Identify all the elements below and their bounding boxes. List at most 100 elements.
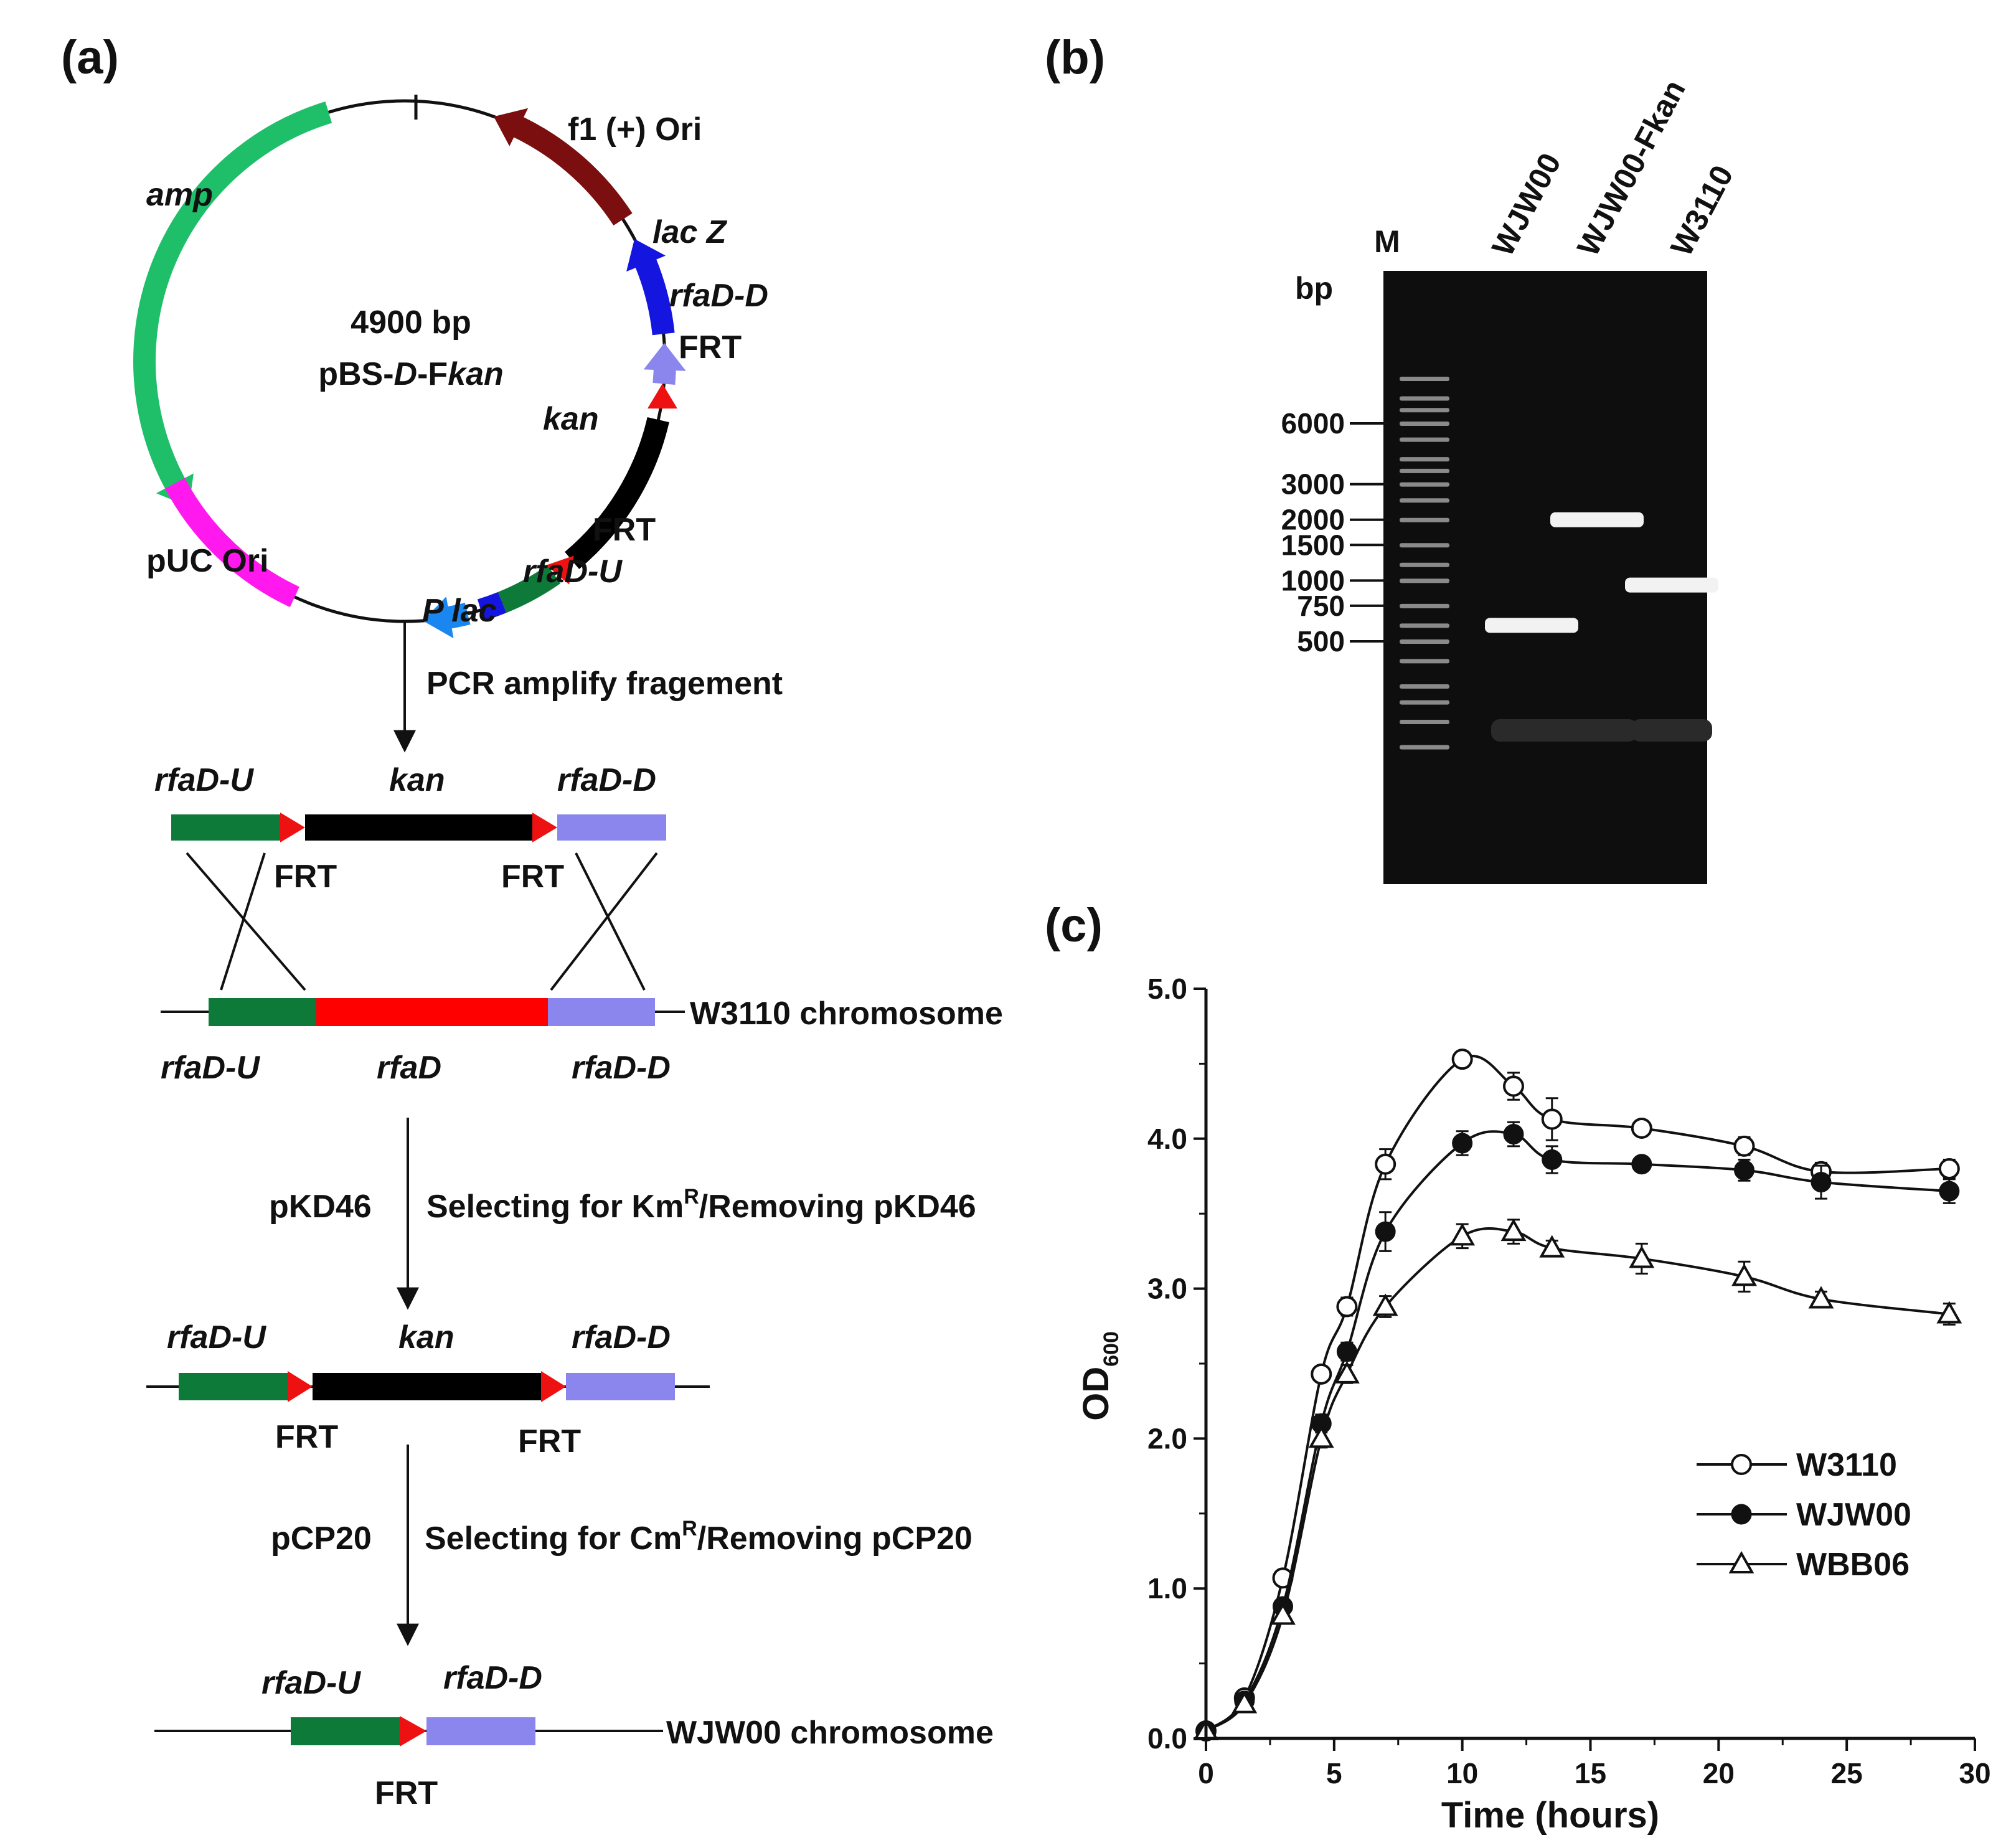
data-point [1631,1117,1652,1139]
gel-ladder-band [1400,623,1449,628]
intermediate-label-u: rfaD-U [167,1319,266,1355]
legend-marker [1731,1454,1752,1475]
step-pcr-label: PCR amplify fragement [426,666,783,702]
gel-marker-label: 1500 [1281,529,1345,561]
gel-marker-label: 2000 [1281,504,1345,536]
plasmid-name: pBS-D-Fkan [318,356,504,392]
data-point [1811,1172,1832,1193]
gel-ladder-band [1400,720,1449,725]
crossover-lines [186,852,658,991]
panel-label-c: (c) [1045,899,1103,952]
final-label-u: rfaD-U [261,1665,361,1701]
data-point [1336,1296,1358,1318]
gel-band [1625,577,1718,593]
gel-band [1485,618,1578,633]
frt-top-marker [647,384,677,409]
data-point [1808,1286,1834,1309]
data-point [1733,1135,1755,1157]
final-frt [400,1716,426,1747]
data-point [1938,1157,1960,1179]
final-rfad-d [426,1717,535,1745]
plasmid-size: 4900 bp [351,304,471,341]
intermediate-label-kan: kan [398,1319,454,1355]
gel-ladder-band [1400,578,1449,583]
intermediate-label-d: rfaD-D [572,1319,671,1355]
data-point [1503,1075,1524,1097]
data-point [1629,1245,1655,1268]
x-tick-label: 20 [1703,1757,1735,1789]
gel-ladder-band [1400,482,1449,487]
gel-ladder-band [1400,408,1449,413]
rfad-d-plasmid-arrowhead [643,342,686,371]
chromosome-label-rfad: rfaD [377,1050,441,1086]
plac-promoter-arrowhead [423,596,454,639]
f1-ori [506,113,633,226]
chromosome-rfad [316,998,548,1026]
intermediate-frt2-label: FRT [518,1423,581,1459]
data-point [1500,1219,1527,1242]
gel-ladder-band [1400,684,1449,689]
rfad-u-plasmid [497,565,561,613]
rfad-u-plasmid-tip [477,592,507,621]
gel-ladder-band [1400,498,1449,503]
gel-ladder-band [1400,422,1449,426]
final-rfad-u [291,1717,400,1745]
frt-bottom-marker [546,555,574,585]
gel-ladder-band [1400,639,1449,644]
legend-marker [1731,1504,1752,1525]
gel-ladder-band [1400,396,1449,401]
gel-unit-label: bp [1295,271,1333,306]
label-lacz: lac Z [652,214,728,250]
label-rfad-u-plasmid: rfaD-U [523,554,623,590]
gel-panel: M WJW00 WJW00-Fkan W3110 bp 600030002000… [1281,74,1740,884]
data-point [1503,1124,1524,1145]
legend-label: WBB06 [1796,1547,1910,1583]
fragment-rfad-u [171,814,280,841]
label-frt-top: FRT [679,329,742,365]
fragment-label-u: rfaD-U [154,762,254,798]
gel-lane-label-w3110: W3110 [1664,159,1740,262]
gel-ladder-band [1400,603,1449,608]
fragment-frt2-label: FRT [501,859,564,895]
x-tick-label: 30 [1959,1757,1990,1789]
data-point [1334,1360,1360,1384]
chromosome-rfad-u [209,998,316,1026]
intermediate-kan [313,1373,541,1400]
data-point [1311,1363,1332,1385]
lacz-gene-arrowhead [626,238,666,272]
data-point [1451,1049,1473,1070]
gel-ladder-band [1400,659,1449,664]
y-tick-label: 0.0 [1147,1722,1187,1755]
legend-label: WJW00 [1796,1497,1911,1533]
step2-label: Selecting for KmR/Removing pKD46 [426,1185,976,1225]
fragment-label-kan: kan [389,762,445,798]
gel-lane-label-wjw00: WJW00 [1485,148,1568,262]
intermediate-frt1 [288,1371,313,1402]
gel-marker-label: 500 [1297,625,1345,658]
lacz-gene [632,250,675,336]
data-point [1375,1153,1396,1175]
legend-marker [1728,1550,1754,1573]
x-tick-label: 15 [1575,1757,1606,1789]
data-point [1734,1159,1754,1181]
label-amp: amp [146,177,213,213]
puc-ori [165,478,300,608]
y-tick-label: 4.0 [1147,1123,1187,1155]
data-point [1939,1181,1960,1202]
legend-label: W3110 [1796,1447,1897,1483]
kan-gene [565,417,669,569]
gel-marker-label: 750 [1297,590,1345,622]
intermediate-frt2 [541,1371,566,1402]
data-point [1631,1154,1652,1175]
panel-label-a: (a) [61,31,119,84]
chart-ylabel: OD600 [1076,1331,1123,1421]
final-frt-label: FRT [375,1775,438,1811]
y-tick-label: 5.0 [1147,973,1187,1005]
label-rfad-d-plasmid: rfaD-D [669,278,768,314]
intermediate-frt1-label: FRT [275,1419,338,1455]
gel-smear [1491,719,1572,742]
series-line [1205,1055,1949,1732]
data-point [1270,1602,1296,1625]
data-point [1731,1263,1757,1286]
